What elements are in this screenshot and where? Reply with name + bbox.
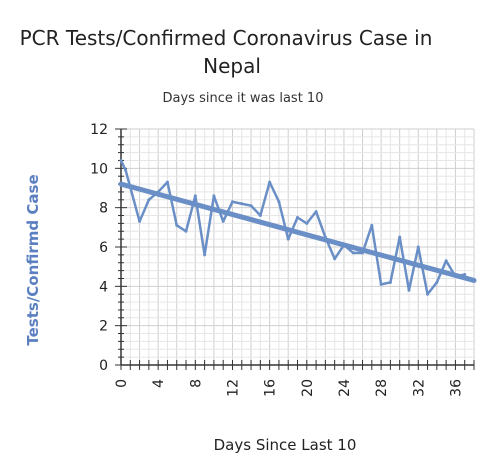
data-point [444, 259, 448, 263]
data-point [221, 219, 225, 223]
data-point [138, 219, 142, 223]
x-tick-label: 12 [225, 379, 241, 397]
grid [120, 128, 475, 366]
data-point [388, 280, 392, 284]
data-point [119, 158, 123, 162]
data-point [249, 204, 253, 208]
data-point [286, 237, 290, 241]
x-tick-label: 28 [374, 379, 390, 397]
x-tick-label: 24 [337, 379, 353, 397]
data-point [453, 275, 457, 278]
data-point [268, 180, 272, 184]
data-point [147, 198, 151, 202]
data-point [258, 214, 262, 218]
series-line [119, 159, 465, 296]
data-point [426, 292, 430, 296]
x-tick-label: 32 [411, 379, 427, 397]
data-point [370, 223, 374, 227]
data-point [165, 180, 169, 184]
x-tick-label: 16 [263, 379, 279, 397]
x-tick-label: 0 [114, 379, 130, 388]
data-point [361, 251, 365, 255]
data-point [184, 229, 188, 233]
axes [115, 128, 475, 370]
x-axis-title: Days Since Last 10 [214, 436, 357, 454]
x-tick-label: 36 [448, 379, 464, 397]
y-tick-label: 4 [99, 279, 108, 295]
y-tick-label: 6 [99, 240, 108, 256]
data-point [296, 216, 299, 219]
data-point [333, 257, 337, 261]
data-point [314, 210, 318, 214]
y-tick-label: 12 [90, 122, 108, 138]
data-point [230, 200, 234, 204]
data-point [435, 280, 439, 284]
y-tick-label: 10 [90, 161, 108, 177]
data-point [407, 288, 411, 292]
y-tick-label: 8 [99, 201, 108, 217]
data-point [175, 223, 179, 227]
data-point [212, 194, 216, 198]
data-point [277, 200, 281, 204]
data-point [203, 253, 207, 257]
data-point [305, 221, 309, 225]
y-tick-label: 2 [99, 319, 108, 335]
data-point [240, 202, 244, 206]
y-axis-title: Tests/Confirmd Case [24, 174, 42, 345]
x-tick-label: 4 [151, 379, 167, 388]
data-point [463, 273, 467, 277]
data-point [124, 168, 128, 172]
x-tick-label: 20 [300, 379, 316, 397]
data-point [156, 190, 160, 194]
data-point [379, 282, 383, 286]
data-point [193, 194, 197, 198]
chart-title-line1: PCR Tests/Confirmed Coronavirus Case in [20, 26, 433, 50]
y-tick-label: 0 [99, 358, 108, 374]
data-point [398, 235, 402, 239]
data-point [416, 245, 420, 249]
plot-area [118, 158, 477, 296]
data-point [342, 243, 346, 247]
data-point [323, 235, 327, 239]
x-tick-label: 8 [188, 379, 204, 388]
data-point [351, 251, 355, 255]
chart-title-line2: Nepal [203, 54, 261, 78]
chart-subtitle: Days since it was last 10 [163, 91, 324, 106]
